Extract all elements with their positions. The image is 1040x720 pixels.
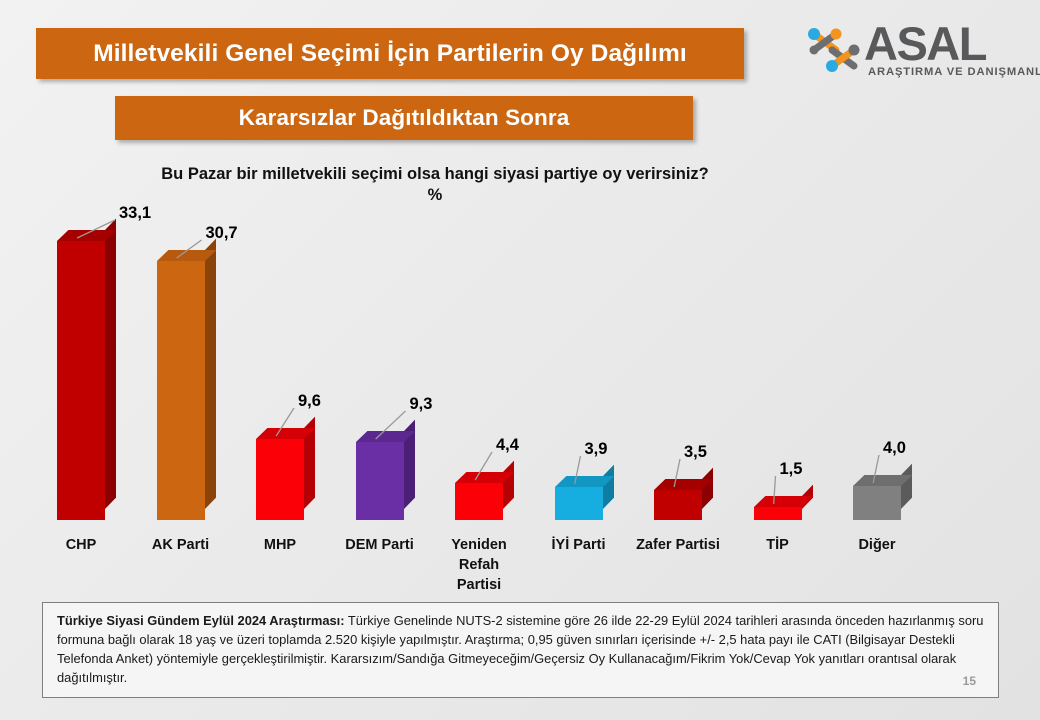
asal-logo-wordmark: ASAL — [864, 17, 987, 70]
bar-top-face — [156, 250, 216, 261]
bar-side-face — [901, 463, 912, 509]
bar-top-face — [753, 496, 813, 507]
page-number: 15 — [962, 674, 976, 689]
bar-value-label: 9,3 — [409, 395, 433, 413]
x-axis-label: DEM Parti — [332, 535, 428, 555]
x-axis-label-line: MHP — [263, 537, 297, 553]
bar-front-face — [256, 439, 304, 520]
asal-logo-tagline: ARAŞTIRMA VE DANIŞMANLIK — [868, 66, 1040, 78]
bar-mhp — [256, 416, 316, 520]
methodology-footnote: Türkiye Siyasi Gündem Eylül 2024 Araştır… — [42, 602, 999, 698]
bar-side-face — [105, 218, 116, 509]
x-axis-label-line: Zafer Partisi — [636, 537, 720, 553]
chart-unit-label: % — [427, 186, 443, 204]
bar-front-face — [853, 486, 901, 520]
bar-top-face — [256, 428, 316, 439]
bar-i̇yi̇-parti — [554, 464, 614, 520]
asal-logo-mark-icon — [808, 28, 860, 72]
bar-front-face — [355, 442, 404, 520]
bar-front-face — [753, 507, 802, 520]
x-axis-label-line: İYİ Parti — [551, 537, 606, 553]
bar-value-label: 4,0 — [883, 439, 906, 457]
bar-value-label: 4,4 — [496, 436, 519, 454]
x-axis-label-line: TİP — [766, 537, 789, 553]
x-axis-label: İYİ Parti — [531, 535, 627, 555]
slide-subtitle-banner: Kararsızlar Dağıtıldıktan Sonra — [115, 96, 693, 140]
bar-top-face — [554, 476, 614, 487]
bar-chp — [57, 218, 117, 520]
bar-value-label: 30,7 — [205, 224, 238, 242]
bar-value-label: 33,1 — [119, 204, 152, 222]
asal-logo: ASAL ARAŞTIRMA VE DANIŞMANLIK — [806, 17, 1040, 88]
bar-side-face — [204, 238, 216, 509]
x-axis-label: Yeniden Refah Partisi — [431, 535, 527, 595]
bar-front-face — [554, 487, 603, 520]
bar-side-face — [702, 467, 713, 509]
bar-value-label: 9,6 — [298, 392, 321, 410]
x-axis-label-line: Refah — [458, 557, 500, 573]
x-axis-label: CHP — [33, 535, 129, 555]
x-axis-label-line: Partisi — [456, 577, 502, 593]
x-axis-label: Zafer Partisi — [630, 535, 726, 555]
bar-side-face — [801, 484, 813, 509]
bar-front-face — [455, 483, 503, 520]
x-axis-label: AK Parti — [133, 535, 229, 555]
bar-top-face — [654, 479, 714, 490]
footnote-body: Türkiye Genelinde NUTS-2 sistemine göre … — [57, 613, 984, 686]
bar-top-face — [853, 475, 913, 486]
footnote-lead: Türkiye Siyasi Gündem Eylül 2024 Araştır… — [57, 613, 345, 628]
slide-title-text: Milletvekili Genel Seçimi İçin Partileri… — [93, 39, 687, 67]
bar-side-face — [304, 416, 315, 509]
bar-top-face — [455, 472, 515, 483]
chart-question-title: Bu Pazar bir milletvekili seçimi olsa ha… — [161, 165, 709, 183]
x-axis-label-line: Diğer — [858, 537, 896, 553]
bar-side-face — [602, 464, 614, 509]
bar-top-face — [355, 431, 415, 442]
slide-subtitle-text: Kararsızlar Dağıtıldıktan Sonra — [238, 105, 570, 130]
bar-side-face — [403, 419, 415, 509]
bar-top-face — [57, 230, 117, 241]
x-axis-label-line: AK Parti — [151, 537, 210, 553]
bar-ti̇p — [753, 484, 813, 520]
bar-front-face — [654, 490, 702, 520]
bar-value-label: 3,9 — [584, 440, 608, 458]
x-axis-label-line: CHP — [65, 537, 97, 553]
bar-yeniden — [455, 460, 515, 520]
x-axis-label-line: DEM Parti — [345, 537, 414, 553]
bar-ak-parti — [156, 238, 216, 520]
bar-front-face — [156, 261, 205, 520]
bar-zafer-partisi — [654, 467, 714, 520]
x-axis-label: MHP — [232, 535, 328, 555]
x-axis-label: Diğer — [829, 535, 925, 555]
x-axis-label: TİP — [730, 535, 826, 555]
bar-front-face — [57, 241, 105, 520]
bar-value-label: 3,5 — [684, 443, 707, 461]
bar-diğer — [853, 463, 913, 520]
bar-side-face — [503, 460, 514, 509]
x-axis-label-line: Yeniden — [451, 537, 507, 553]
bar-value-label: 1,5 — [779, 460, 803, 478]
slide-title-banner: Milletvekili Genel Seçimi İçin Partileri… — [36, 28, 744, 79]
bar-dem-parti — [355, 419, 415, 520]
